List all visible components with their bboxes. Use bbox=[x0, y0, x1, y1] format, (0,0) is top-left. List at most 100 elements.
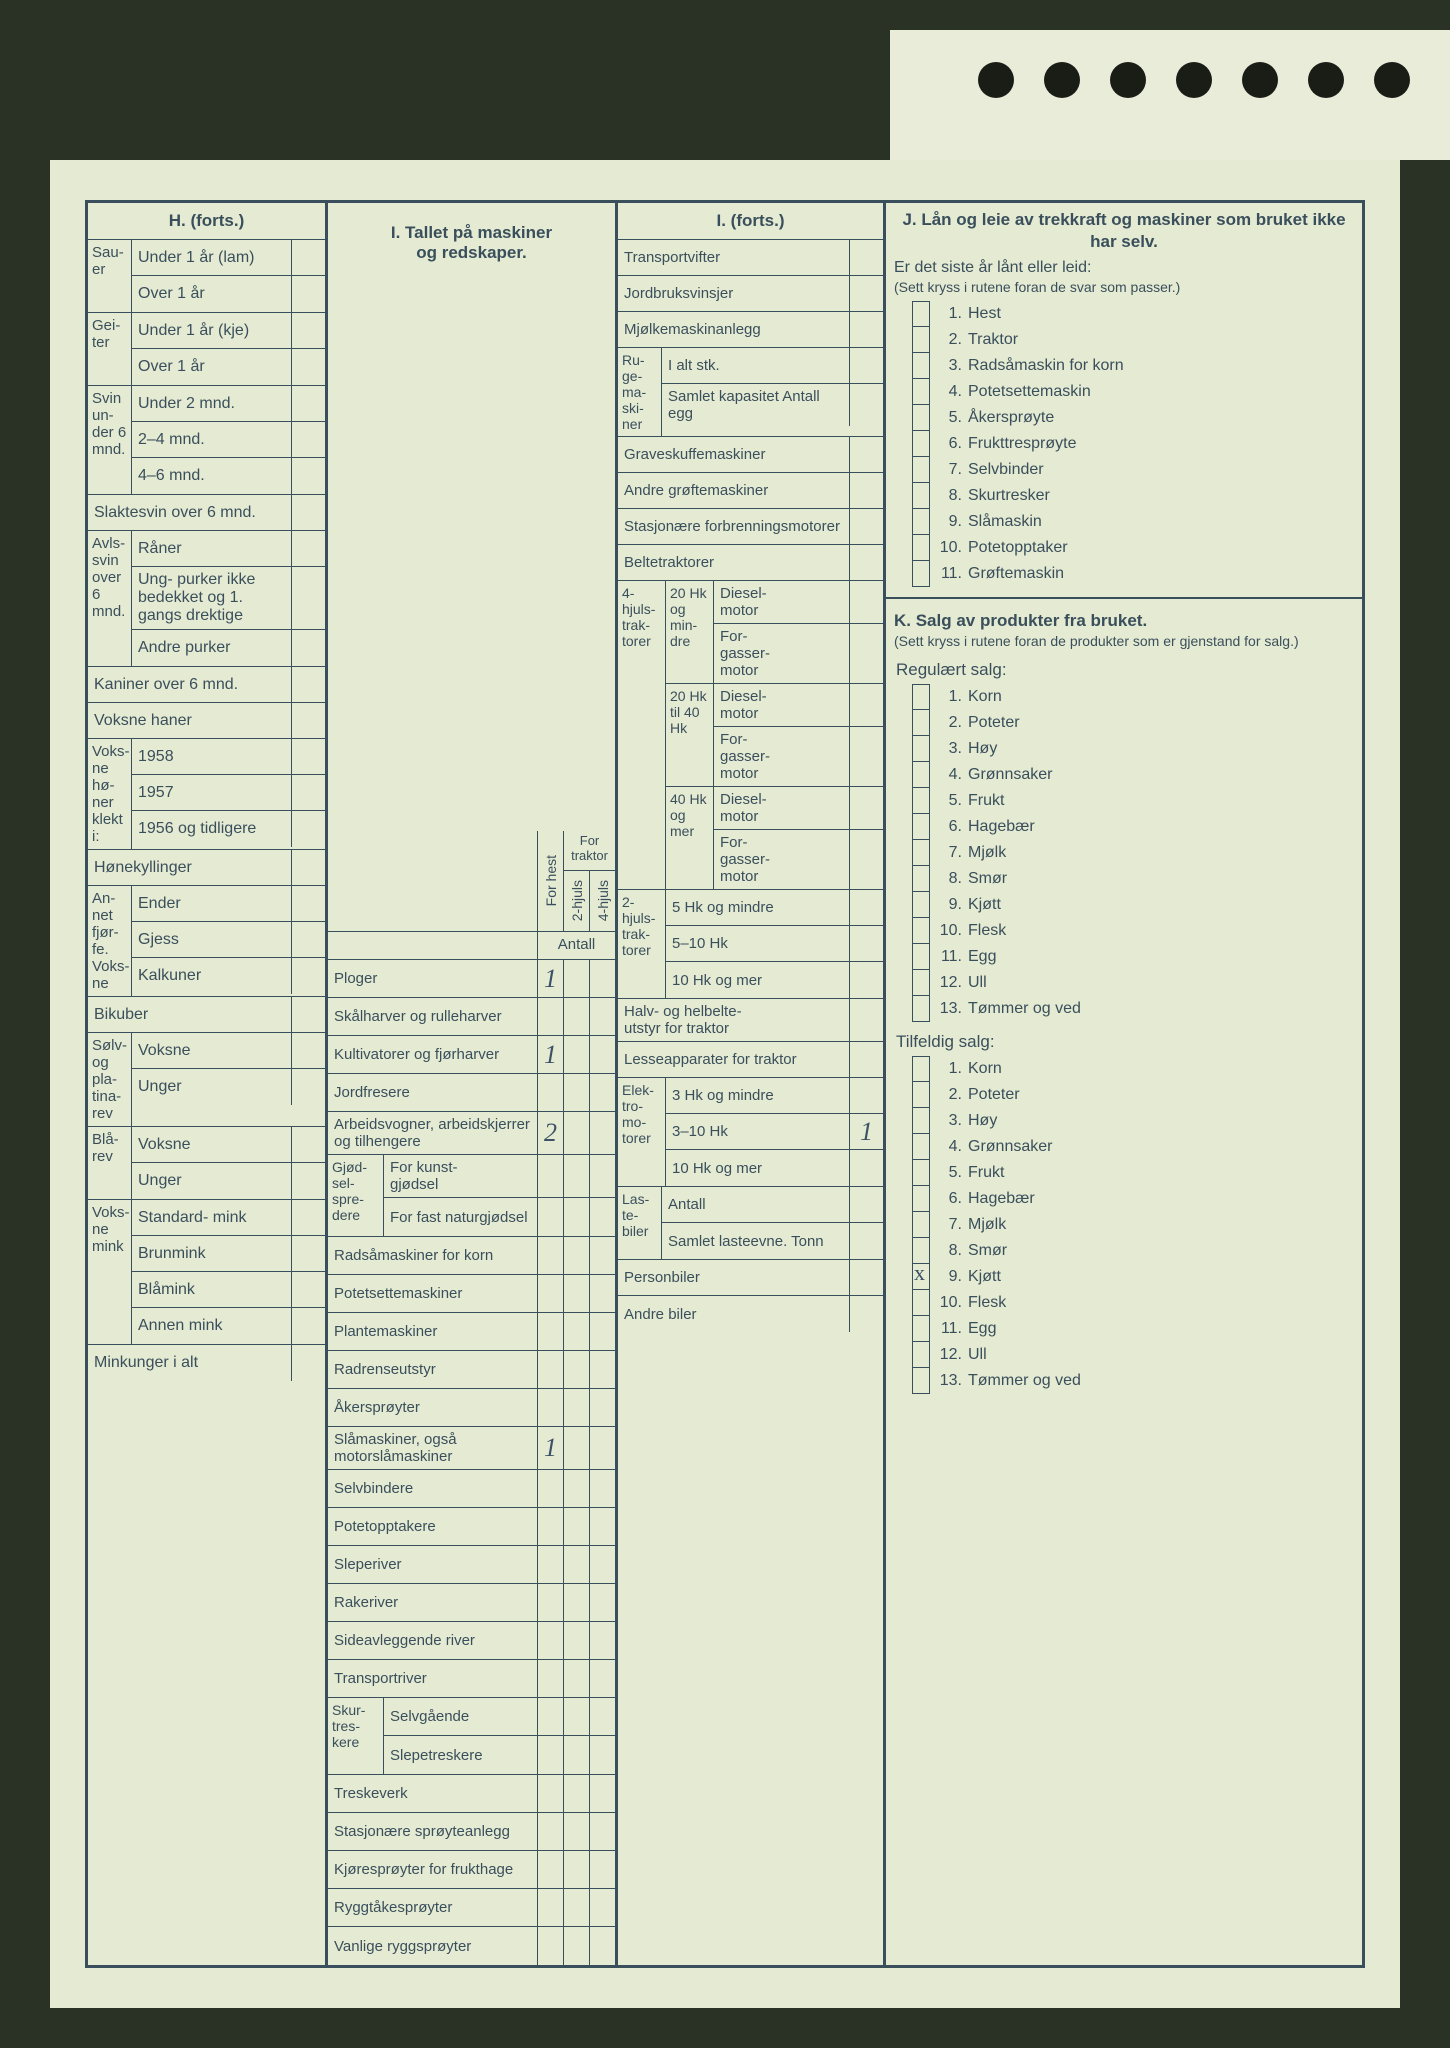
i1-cell[interactable] bbox=[589, 1237, 615, 1274]
checkbox[interactable] bbox=[912, 1056, 930, 1082]
i1-cell[interactable] bbox=[537, 1508, 563, 1545]
i1-cell[interactable] bbox=[589, 1112, 615, 1154]
i2-value[interactable] bbox=[849, 384, 883, 426]
i2-value[interactable] bbox=[849, 473, 883, 508]
i2-value[interactable] bbox=[849, 1296, 883, 1332]
i2-value[interactable] bbox=[849, 684, 883, 726]
checkbox[interactable] bbox=[912, 1160, 930, 1186]
i2-value[interactable] bbox=[849, 1078, 883, 1113]
i1-cell[interactable] bbox=[563, 1546, 589, 1583]
i1-cell[interactable] bbox=[537, 1237, 563, 1274]
i1-cell[interactable] bbox=[589, 1036, 615, 1073]
i1-cell[interactable] bbox=[563, 1584, 589, 1621]
h-value[interactable] bbox=[291, 1163, 325, 1199]
i1-cell[interactable] bbox=[563, 998, 589, 1035]
checkbox[interactable] bbox=[912, 1082, 930, 1108]
i2-value[interactable] bbox=[849, 727, 883, 786]
i2-value[interactable] bbox=[849, 545, 883, 580]
i1-cell[interactable] bbox=[537, 1851, 563, 1888]
i2-value[interactable] bbox=[849, 1150, 883, 1186]
checkbox[interactable] bbox=[912, 996, 930, 1022]
i1-cell[interactable] bbox=[537, 998, 563, 1035]
i2-value[interactable] bbox=[849, 830, 883, 889]
i1-cell[interactable] bbox=[563, 1074, 589, 1111]
i1-cell[interactable] bbox=[537, 1389, 563, 1426]
checkbox[interactable] bbox=[912, 788, 930, 814]
i1-cell[interactable] bbox=[563, 1927, 589, 1965]
checkbox[interactable] bbox=[912, 405, 930, 431]
checkbox[interactable] bbox=[912, 379, 930, 405]
i1-cell[interactable] bbox=[589, 1851, 615, 1888]
i2-value[interactable] bbox=[849, 240, 883, 275]
h-value[interactable] bbox=[291, 703, 325, 738]
checkbox[interactable] bbox=[912, 944, 930, 970]
h-value[interactable] bbox=[291, 1127, 325, 1162]
i2-value[interactable] bbox=[849, 962, 883, 998]
checkbox[interactable] bbox=[912, 918, 930, 944]
i1-cell[interactable] bbox=[563, 1622, 589, 1659]
checkbox[interactable] bbox=[912, 970, 930, 996]
checkbox[interactable] bbox=[912, 1316, 930, 1342]
h-value[interactable] bbox=[291, 1345, 325, 1381]
i1-cell[interactable] bbox=[537, 1313, 563, 1350]
checkbox[interactable] bbox=[912, 1290, 930, 1316]
i1-cell[interactable] bbox=[589, 1470, 615, 1507]
i1-cell[interactable] bbox=[537, 1546, 563, 1583]
h-value[interactable] bbox=[291, 1272, 325, 1307]
h-value[interactable] bbox=[291, 1200, 325, 1235]
i1-cell[interactable] bbox=[589, 1813, 615, 1850]
checkbox[interactable] bbox=[912, 1342, 930, 1368]
i2-value[interactable] bbox=[849, 1260, 883, 1295]
i1-cell[interactable] bbox=[537, 1622, 563, 1659]
i1-cell[interactable] bbox=[589, 1155, 615, 1197]
i1-cell[interactable]: 1 bbox=[537, 960, 563, 997]
i1-cell[interactable] bbox=[589, 1660, 615, 1697]
h-value[interactable] bbox=[291, 850, 325, 885]
i2-value[interactable] bbox=[849, 890, 883, 925]
checkbox[interactable] bbox=[912, 535, 930, 561]
i1-cell[interactable] bbox=[563, 1036, 589, 1073]
h-value[interactable] bbox=[291, 495, 325, 530]
i1-cell[interactable] bbox=[589, 960, 615, 997]
checkbox[interactable] bbox=[912, 1368, 930, 1394]
i1-cell[interactable] bbox=[563, 1237, 589, 1274]
h-value[interactable] bbox=[291, 886, 325, 921]
i1-cell[interactable] bbox=[537, 1198, 563, 1236]
i2-value[interactable] bbox=[849, 787, 883, 829]
i1-cell[interactable]: 1 bbox=[537, 1427, 563, 1469]
checkbox[interactable] bbox=[912, 710, 930, 736]
i1-cell[interactable] bbox=[563, 1813, 589, 1850]
i1-cell[interactable] bbox=[589, 1275, 615, 1312]
checkbox[interactable] bbox=[912, 1212, 930, 1238]
i1-cell[interactable]: 1 bbox=[537, 1036, 563, 1073]
checkbox[interactable] bbox=[912, 736, 930, 762]
i1-cell[interactable] bbox=[537, 1813, 563, 1850]
i1-cell[interactable] bbox=[563, 1112, 589, 1154]
i1-cell[interactable] bbox=[537, 1275, 563, 1312]
h-value[interactable] bbox=[291, 1033, 325, 1068]
i2-value[interactable] bbox=[849, 509, 883, 544]
i2-value[interactable] bbox=[849, 999, 883, 1041]
i2-value[interactable] bbox=[849, 276, 883, 311]
h-value[interactable] bbox=[291, 811, 325, 847]
i1-cell[interactable] bbox=[563, 1351, 589, 1388]
checkbox[interactable] bbox=[912, 431, 930, 457]
i2-value[interactable]: 1 bbox=[849, 1114, 883, 1149]
i2-value[interactable] bbox=[849, 1042, 883, 1077]
i1-cell[interactable] bbox=[537, 1351, 563, 1388]
i1-cell[interactable] bbox=[563, 1660, 589, 1697]
h-value[interactable] bbox=[291, 1308, 325, 1344]
checkbox[interactable] bbox=[912, 684, 930, 710]
i1-cell[interactable] bbox=[589, 1584, 615, 1621]
h-value[interactable] bbox=[291, 739, 325, 774]
checkbox[interactable] bbox=[912, 327, 930, 353]
i1-cell[interactable] bbox=[563, 1313, 589, 1350]
i1-cell[interactable] bbox=[563, 1775, 589, 1812]
i2-value[interactable] bbox=[849, 624, 883, 683]
h-value[interactable] bbox=[291, 349, 325, 385]
i1-cell[interactable] bbox=[589, 1736, 615, 1774]
i1-cell[interactable] bbox=[589, 1313, 615, 1350]
i1-cell[interactable] bbox=[563, 1155, 589, 1197]
checkbox[interactable] bbox=[912, 892, 930, 918]
i1-cell[interactable] bbox=[563, 1275, 589, 1312]
